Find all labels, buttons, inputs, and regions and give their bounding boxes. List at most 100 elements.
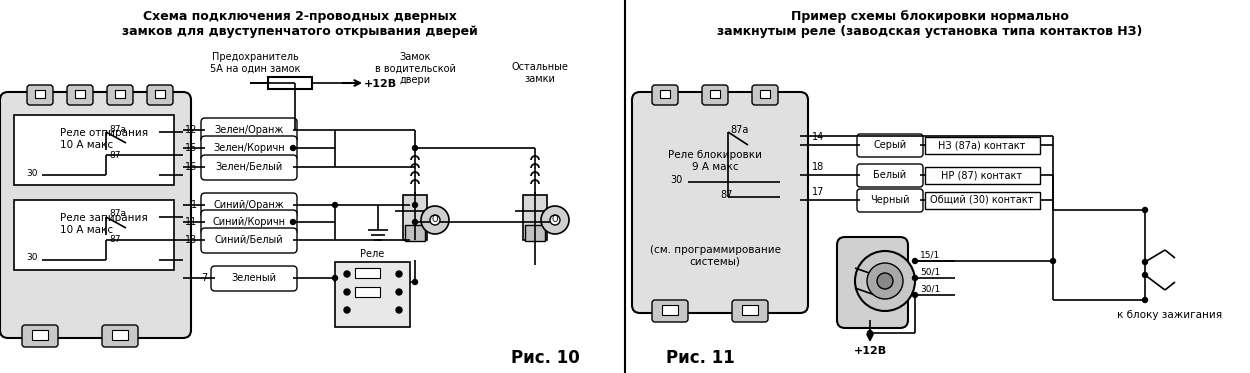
Text: 12: 12 (185, 125, 198, 135)
Bar (760, 90, 770, 98)
Text: 18: 18 (812, 162, 824, 172)
Bar (925, 167, 1040, 184)
Bar (660, 90, 670, 98)
Text: Синий/Белый: Синий/Белый (215, 235, 284, 245)
Text: Белый: Белый (874, 170, 906, 180)
Circle shape (541, 206, 569, 234)
Text: 87а: 87а (109, 125, 126, 134)
Circle shape (332, 203, 338, 207)
Bar (522, 195, 548, 240)
FancyBboxPatch shape (22, 325, 58, 347)
Bar (14, 115, 174, 185)
Text: 30/1: 30/1 (920, 285, 940, 294)
FancyBboxPatch shape (858, 189, 922, 212)
Circle shape (290, 145, 295, 150)
Text: (см. программирование
системы): (см. программирование системы) (650, 245, 780, 267)
Circle shape (1142, 260, 1148, 264)
FancyBboxPatch shape (752, 85, 778, 105)
Circle shape (550, 215, 560, 225)
Bar (75, 90, 85, 98)
Bar (662, 305, 678, 315)
Text: Реле: Реле (360, 249, 384, 259)
Circle shape (290, 219, 295, 225)
Text: Реле запирания
10 А макс: Реле запирания 10 А макс (60, 213, 148, 235)
Bar (525, 225, 545, 241)
Circle shape (912, 276, 918, 280)
Text: 30: 30 (670, 175, 682, 185)
Text: 14: 14 (812, 132, 824, 142)
Bar (35, 90, 45, 98)
FancyBboxPatch shape (211, 266, 298, 291)
FancyBboxPatch shape (838, 237, 907, 328)
Text: Черный: Черный (870, 195, 910, 205)
Text: Общий (30) контакт: Общий (30) контакт (930, 195, 1034, 205)
FancyBboxPatch shape (652, 300, 688, 322)
Bar (402, 195, 428, 240)
Circle shape (421, 206, 449, 234)
Text: +12В: +12В (854, 346, 886, 356)
Circle shape (912, 292, 918, 298)
Text: Зелен/Оранж: Зелен/Оранж (215, 125, 284, 135)
Text: 30: 30 (26, 169, 38, 178)
Circle shape (430, 215, 440, 225)
Circle shape (412, 219, 418, 225)
FancyBboxPatch shape (652, 85, 678, 105)
FancyBboxPatch shape (28, 85, 52, 105)
FancyBboxPatch shape (201, 155, 298, 180)
Text: O: O (431, 216, 439, 225)
Text: Реле блокировки
9 А макс: Реле блокировки 9 А макс (668, 150, 762, 172)
Text: 1: 1 (191, 200, 198, 210)
Circle shape (855, 251, 915, 311)
FancyBboxPatch shape (201, 193, 298, 218)
Text: Пример схемы блокировки нормально
замкнутым реле (заводская установка типа конта: Пример схемы блокировки нормально замкну… (718, 10, 1142, 38)
FancyBboxPatch shape (732, 300, 768, 322)
Text: Зеленый: Зеленый (231, 273, 276, 283)
Text: Замок
в водительской
двери: Замок в водительской двери (375, 52, 455, 85)
Text: 87а: 87а (109, 210, 126, 219)
Circle shape (396, 271, 402, 277)
Bar (925, 192, 1040, 209)
Circle shape (1142, 207, 1148, 213)
Bar (32, 330, 48, 340)
Text: Зелен/Белый: Зелен/Белый (215, 162, 282, 172)
Text: Синий/Оранж: Синий/Оранж (214, 200, 284, 210)
Circle shape (1050, 258, 1055, 263)
Text: 15: 15 (185, 143, 198, 153)
Bar (710, 90, 720, 98)
Text: Рис. 10: Рис. 10 (511, 349, 580, 367)
Text: Предохранитель
5А на один замок: Предохранитель 5А на один замок (210, 52, 300, 73)
Circle shape (344, 271, 350, 277)
Text: 11: 11 (185, 217, 198, 227)
Text: Схема подключения 2-проводных дверных
замков для двуступенчатого открывания двер: Схема подключения 2-проводных дверных за… (122, 10, 478, 38)
FancyBboxPatch shape (201, 210, 298, 235)
FancyBboxPatch shape (102, 325, 138, 347)
FancyBboxPatch shape (68, 85, 92, 105)
Circle shape (332, 276, 338, 280)
Text: 13: 13 (185, 235, 198, 245)
Text: 87: 87 (720, 190, 732, 200)
FancyBboxPatch shape (148, 85, 173, 105)
Bar (115, 90, 125, 98)
Text: НЗ (87а) контакт: НЗ (87а) контакт (939, 140, 1026, 150)
Bar (405, 225, 425, 241)
Bar (268, 77, 312, 89)
Bar (155, 90, 165, 98)
FancyBboxPatch shape (0, 92, 191, 338)
Bar (925, 137, 1040, 154)
Circle shape (412, 145, 418, 150)
FancyBboxPatch shape (201, 228, 298, 253)
FancyBboxPatch shape (858, 164, 922, 187)
Text: Остальные
замки: Остальные замки (511, 62, 569, 84)
Bar (742, 305, 758, 315)
Circle shape (396, 307, 402, 313)
Text: 30: 30 (26, 254, 38, 263)
Circle shape (412, 203, 418, 207)
Text: 87а: 87а (730, 125, 749, 135)
Circle shape (344, 307, 350, 313)
Text: 17: 17 (811, 187, 824, 197)
Circle shape (396, 289, 402, 295)
Text: 16: 16 (185, 162, 198, 172)
Bar (355, 268, 380, 278)
Circle shape (344, 289, 350, 295)
Text: Реле отпирания
10 А макс: Реле отпирания 10 А макс (60, 128, 149, 150)
